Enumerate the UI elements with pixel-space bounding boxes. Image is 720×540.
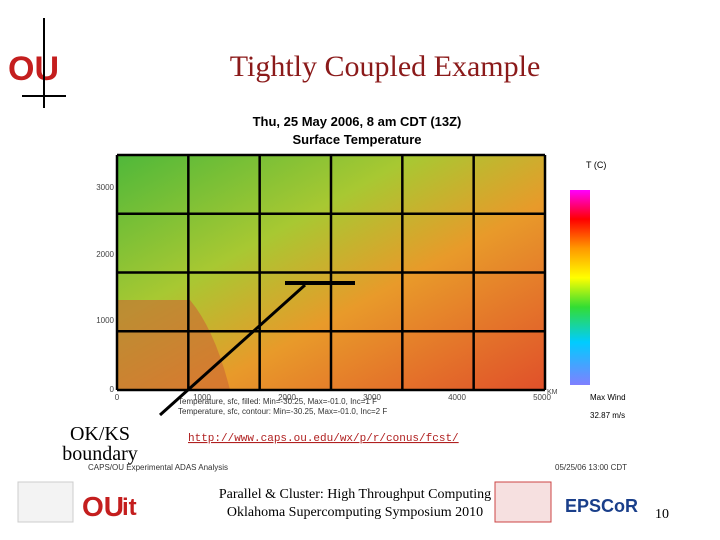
map-title: Thu, 25 May 2006, 8 am CDT (13Z) [253,114,462,129]
wind-value: 32.87 m/s [590,411,625,420]
x-tick-label: 4000 [448,393,466,402]
annotation-label: boundary [62,443,138,465]
ou-logo: OU [8,18,66,108]
x-tick-label: 2000 [278,393,296,402]
page-number: 10 [655,507,669,522]
annotation-label: OK/KS [70,423,130,445]
colorbar-title: T (C) [586,160,606,170]
map [115,153,547,392]
x-tick-label: 0 [115,393,120,402]
map-caption: Temperature, sfc, contour: Min=-30.25, M… [178,407,387,416]
svg-text:EPSCoR: EPSCoR [565,496,638,516]
slide-title: Tightly Coupled Example [230,50,541,83]
map-source: CAPS/OU Experimental ADAS Analysis [88,463,228,472]
footer-line: Oklahoma Supercomputing Symposium 2010 [227,505,483,520]
footer-line: Parallel & Cluster: High Throughput Comp… [219,487,491,502]
url-link[interactable]: http://www.caps.ou.edu/wx/p/r/conus/fcst… [188,433,459,445]
x-unit: KM [547,389,558,396]
footer-logos: OU it EPSCoR [17,481,638,523]
y-tick-label: 3000 [96,183,114,192]
svg-text:OU: OU [82,491,124,522]
svg-text:OU: OU [8,50,59,88]
map-subtitle: Surface Temperature [292,132,421,147]
wind-title: Max Wind [590,393,626,402]
arrow [158,281,355,417]
map-caption: Temperature, sfc, filled: Min=-30.25, Ma… [178,397,377,406]
y-tick-label: 2000 [96,250,114,259]
y-tick-label: 1000 [96,316,114,325]
x-tick-label: 5000 [533,393,551,402]
x-tick-label: 1000 [193,393,211,402]
x-tick-label: 3000 [363,393,381,402]
colorbar [570,190,590,385]
svg-text:it: it [122,494,137,521]
map-timestamp: 05/25/06 13:00 CDT [555,463,627,472]
y-tick-label: 0 [110,385,115,394]
